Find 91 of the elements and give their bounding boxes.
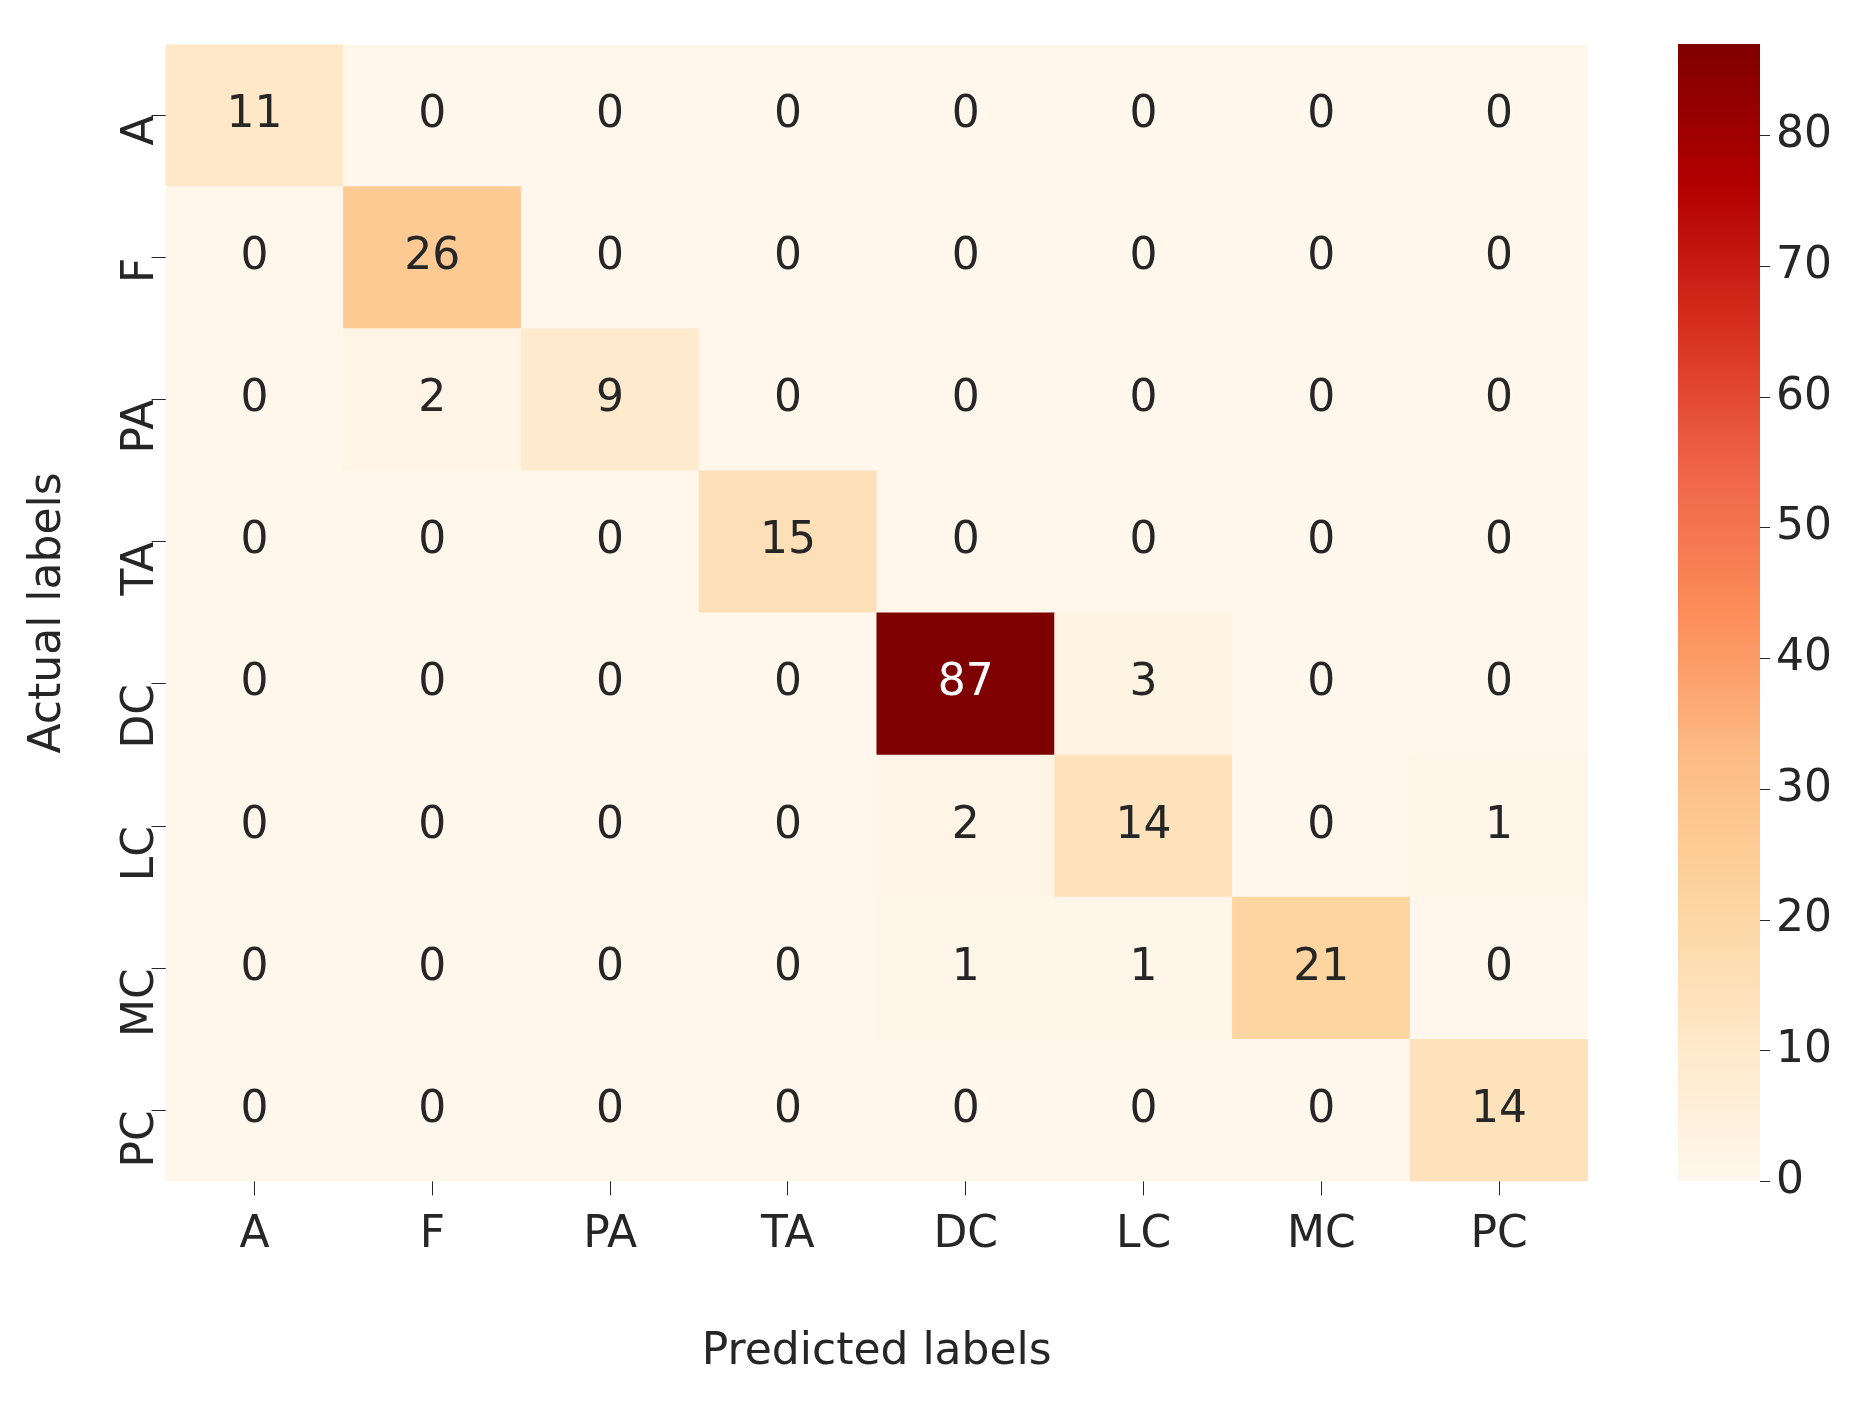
data-label: 0 xyxy=(240,796,269,848)
color-bar-label: 80 xyxy=(1776,106,1833,158)
data-label: 0 xyxy=(1307,370,1336,422)
x-tick-label: LC xyxy=(1115,1206,1172,1258)
color-bar-label: 50 xyxy=(1776,498,1833,550)
data-label: 0 xyxy=(1485,370,1514,422)
data-label: 0 xyxy=(951,85,980,137)
data-label: 0 xyxy=(418,796,447,848)
data-label: 0 xyxy=(240,938,269,990)
data-label: 1 xyxy=(1485,796,1514,848)
x-axis-title: Predicted labels xyxy=(701,1323,1052,1375)
data-label: 0 xyxy=(1485,938,1514,990)
color-bar-label: 0 xyxy=(1776,1151,1805,1203)
data-label: 14 xyxy=(1115,796,1172,848)
data-label: 0 xyxy=(773,938,802,990)
y-tick-label: PC xyxy=(112,1110,164,1168)
x-tick-label: TA xyxy=(760,1206,815,1258)
data-label: 0 xyxy=(1129,370,1158,422)
data-label: 0 xyxy=(1307,85,1336,137)
data-label: 0 xyxy=(1307,654,1336,706)
y-tick-label: MC xyxy=(112,968,164,1037)
data-label: 1 xyxy=(951,938,980,990)
data-label: 0 xyxy=(1129,1080,1158,1132)
data-label: 0 xyxy=(1485,228,1514,280)
data-label: 9 xyxy=(596,370,625,422)
data-label: 87 xyxy=(937,654,994,706)
data-label: 0 xyxy=(1307,796,1336,848)
data-label: 0 xyxy=(951,1080,980,1132)
data-label: 0 xyxy=(596,85,625,137)
color-bar-label: 30 xyxy=(1776,759,1833,811)
data-label: 0 xyxy=(596,228,625,280)
data-label: 0 xyxy=(773,796,802,848)
color-bar-label: 10 xyxy=(1776,1021,1833,1073)
data-label: 0 xyxy=(773,228,802,280)
data-label: 0 xyxy=(418,512,447,564)
x-tick-label: MC xyxy=(1286,1206,1356,1258)
data-label: 0 xyxy=(596,512,625,564)
y-tick-label: F xyxy=(112,257,164,283)
color-bar-label: 20 xyxy=(1776,890,1833,942)
data-label: 26 xyxy=(404,228,461,280)
data-label: 0 xyxy=(773,85,802,137)
data-label: 0 xyxy=(240,228,269,280)
data-label: 11 xyxy=(226,85,283,137)
data-label: 21 xyxy=(1293,938,1350,990)
data-label: 0 xyxy=(1307,1080,1336,1132)
data-label: 0 xyxy=(596,654,625,706)
color-bar-label: 70 xyxy=(1776,237,1833,289)
y-tick-label: PA xyxy=(112,399,164,454)
data-label: 0 xyxy=(773,654,802,706)
data-label: 0 xyxy=(951,370,980,422)
data-label: 0 xyxy=(773,1080,802,1132)
color-bar-label: 60 xyxy=(1776,367,1833,419)
x-tick-label: PC xyxy=(1470,1206,1528,1258)
y-tick-label: A xyxy=(112,115,164,146)
data-label: 0 xyxy=(596,1080,625,1132)
data-label: 0 xyxy=(418,654,447,706)
data-label: 1 xyxy=(1129,938,1158,990)
data-label: 0 xyxy=(1485,85,1514,137)
data-label: 0 xyxy=(240,1080,269,1132)
data-label: 0 xyxy=(1129,512,1158,564)
y-tick-label: TA xyxy=(112,541,164,597)
data-label: 0 xyxy=(418,938,447,990)
data-label: 0 xyxy=(240,654,269,706)
data-label: 0 xyxy=(1129,85,1158,137)
y-axis-title: Actual labels xyxy=(18,472,70,754)
data-label: 0 xyxy=(418,1080,447,1132)
y-tick-label: DC xyxy=(112,683,164,749)
data-label: 0 xyxy=(240,512,269,564)
data-label: 0 xyxy=(418,85,447,137)
data-label: 0 xyxy=(596,796,625,848)
data-label: 0 xyxy=(240,370,269,422)
color-bar-label: 40 xyxy=(1776,629,1833,681)
data-label: 0 xyxy=(1485,654,1514,706)
x-tick-label: F xyxy=(419,1206,445,1258)
x-tick-label: DC xyxy=(933,1206,998,1258)
data-label: 0 xyxy=(951,228,980,280)
data-label: 2 xyxy=(418,370,447,422)
data-label: 0 xyxy=(1129,228,1158,280)
data-label: 3 xyxy=(1129,654,1158,706)
y-tick-label: LC xyxy=(112,826,164,882)
data-label: 0 xyxy=(773,370,802,422)
data-label: 14 xyxy=(1471,1080,1528,1132)
data-label: 0 xyxy=(1307,228,1336,280)
x-tick-label: A xyxy=(239,1206,270,1258)
data-label: 0 xyxy=(596,938,625,990)
data-label: 15 xyxy=(759,512,816,564)
data-label: 0 xyxy=(951,512,980,564)
x-tick-label: PA xyxy=(583,1206,638,1258)
data-label: 0 xyxy=(1307,512,1336,564)
data-label: 2 xyxy=(951,796,980,848)
data-label: 0 xyxy=(1485,512,1514,564)
